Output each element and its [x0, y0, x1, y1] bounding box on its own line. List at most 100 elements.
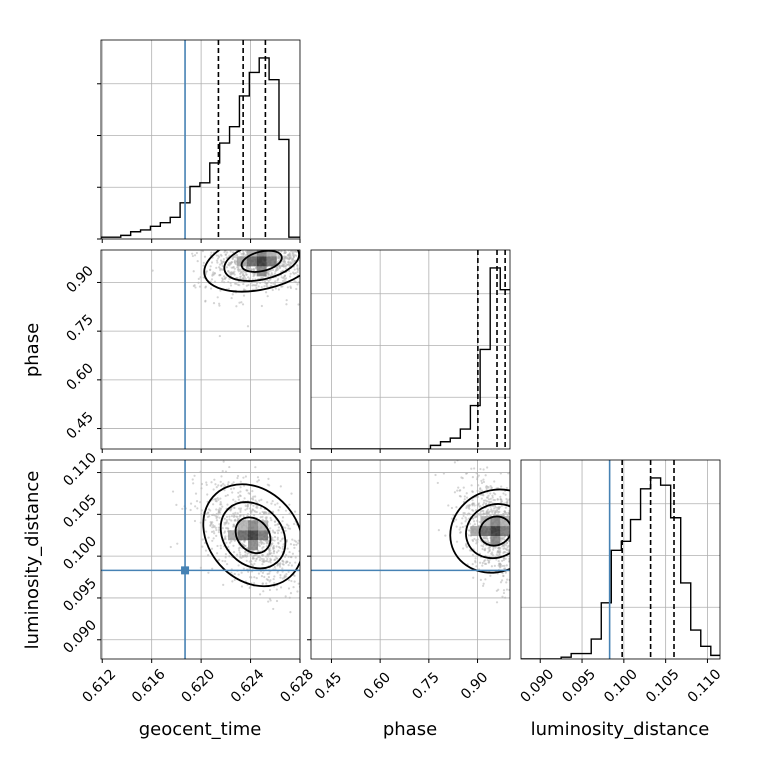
sample-point — [242, 282, 245, 286]
density-cell — [248, 540, 259, 551]
sample-point — [516, 575, 518, 577]
sample-point — [204, 518, 207, 522]
sample-point — [460, 522, 463, 525]
sample-point — [293, 268, 296, 271]
sample-point — [459, 526, 462, 529]
sample-point — [297, 281, 300, 284]
sample-point — [303, 562, 305, 564]
sample-point — [462, 511, 465, 515]
sample-point — [230, 519, 233, 522]
sample-point — [287, 579, 291, 582]
sample-point — [534, 559, 536, 561]
sample-point — [240, 252, 243, 256]
sample-point — [303, 260, 305, 262]
sample-point — [303, 258, 305, 260]
sample-point — [511, 555, 513, 557]
sample-point — [296, 590, 299, 593]
sample-point — [465, 518, 468, 521]
sample-point — [216, 544, 219, 548]
sample-point — [479, 512, 482, 515]
sample-point — [202, 261, 205, 264]
sample-point — [262, 558, 265, 561]
sample-point — [252, 495, 255, 498]
sample-point — [245, 559, 248, 562]
sample-point — [526, 561, 528, 563]
sample-point — [269, 284, 272, 288]
sample-point — [490, 509, 493, 513]
sample-point — [497, 546, 500, 549]
sample-point — [265, 284, 268, 287]
sample-point — [317, 255, 319, 257]
sample-point — [292, 271, 295, 274]
sample-point — [288, 527, 292, 530]
sample-point — [243, 497, 246, 500]
sample-point — [476, 476, 479, 479]
sample-point — [223, 281, 226, 284]
sample-point — [519, 612, 521, 614]
sample-point — [212, 271, 215, 274]
sample-point — [281, 559, 284, 562]
sample-point — [287, 564, 290, 567]
sample-point — [276, 529, 279, 532]
sample-point — [279, 576, 282, 579]
sample-point — [225, 519, 228, 522]
sample-point — [224, 560, 227, 563]
sample-point — [293, 580, 296, 583]
sample-point — [472, 509, 475, 512]
sample-point — [475, 539, 478, 542]
sample-point — [508, 560, 510, 563]
sample-point — [511, 544, 513, 546]
sample-point — [250, 576, 253, 579]
sample-point — [458, 528, 461, 531]
sample-point — [486, 508, 490, 511]
sample-point — [204, 286, 207, 289]
sample-point — [516, 572, 518, 574]
sample-point — [268, 597, 272, 600]
sample-point — [219, 544, 222, 547]
sample-point — [503, 538, 506, 541]
sample-point — [220, 262, 224, 265]
sample-point — [225, 527, 228, 530]
sample-point — [468, 504, 471, 507]
sample-point — [471, 553, 474, 557]
sample-point — [201, 250, 204, 253]
sample-point — [242, 272, 245, 276]
sample-point — [455, 518, 458, 521]
sample-point — [284, 267, 287, 270]
contour-0 — [240, 250, 283, 273]
sample-point — [210, 481, 213, 484]
sample-point — [462, 547, 465, 550]
sample-point — [462, 514, 465, 518]
sample-point — [281, 577, 284, 580]
sample-point — [191, 252, 194, 255]
histogram-luminosity_distance — [521, 477, 720, 659]
sample-point — [468, 522, 472, 525]
sample-point — [515, 558, 517, 560]
x-tick-label: 0.100 — [601, 666, 641, 706]
sample-point — [238, 284, 241, 287]
sample-point — [492, 509, 495, 512]
sample-point — [243, 544, 246, 548]
sample-point — [219, 269, 222, 272]
sample-point — [217, 498, 220, 501]
sample-point — [275, 557, 278, 560]
sample-point — [213, 280, 217, 283]
sample-point — [465, 492, 468, 495]
sample-point — [218, 274, 221, 277]
sample-point — [436, 481, 439, 485]
sample-point — [297, 303, 300, 306]
sample-point — [273, 565, 276, 569]
sample-point — [209, 265, 212, 268]
sample-point — [242, 567, 245, 570]
sample-point — [493, 564, 496, 567]
sample-point — [220, 503, 223, 506]
sample-point — [527, 549, 529, 551]
sample-point — [294, 281, 298, 284]
sample-point — [487, 498, 491, 501]
sample-point — [513, 545, 515, 547]
sample-point — [501, 595, 504, 598]
sample-point — [205, 483, 208, 486]
sample-point — [529, 528, 531, 530]
sample-point — [506, 499, 509, 502]
